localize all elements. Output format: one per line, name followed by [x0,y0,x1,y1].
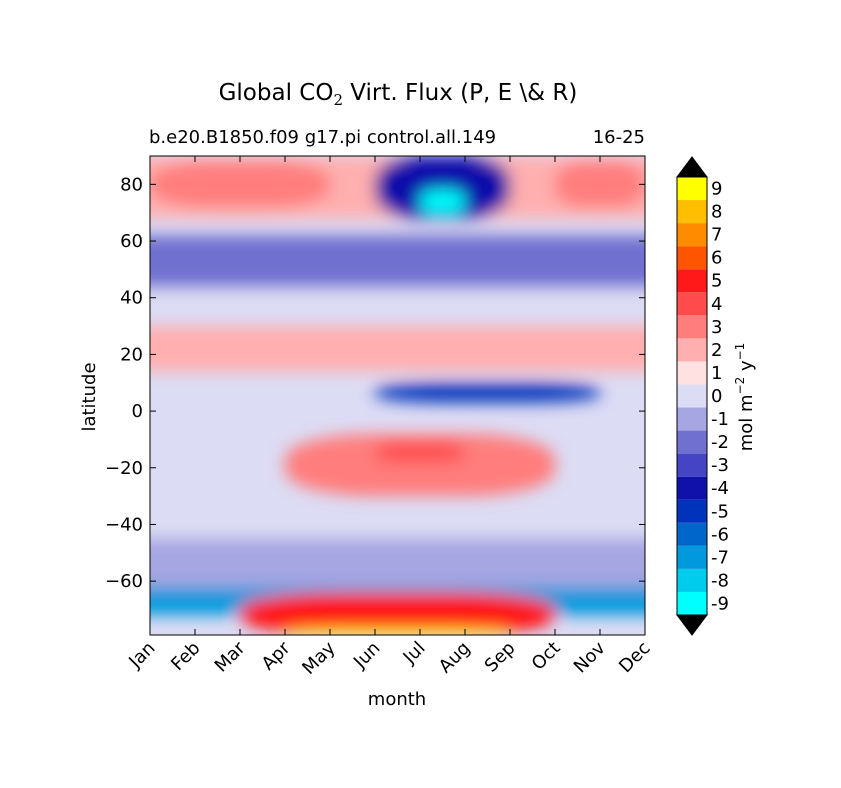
x-tick-label: Apr [258,637,295,674]
contour-region-itcz-negative-band [375,382,600,403]
colorbar-tick-label: -1 [711,409,729,430]
colorbar-tick-label: -5 [711,501,729,522]
colorbar-segment [677,476,707,500]
colorbar-tick-label: -6 [711,524,729,545]
colorbar-segment [677,499,707,523]
colorbar-segment [677,200,707,224]
chart-title-prefix: Global CO [219,80,334,106]
colorbar-label-exp2: −1 [733,343,747,361]
chart-subtitle-left: b.e20.B1850.f09 g17.pi control.all.149 [149,127,496,148]
y-axis-label: latitude [79,362,100,431]
colorbar-segment [677,430,707,454]
contour-region-southern-subtropics [285,433,555,497]
y-tick-label: −40 [105,514,143,535]
x-tick-label: Jan [124,638,159,673]
x-tick-label: Jun [349,638,384,673]
y-tick-label: 40 [120,288,143,309]
x-tick-label: Dec [615,638,654,677]
contour-region-antarctic-interior-max [240,592,555,635]
colorbar-segment [677,315,707,339]
colorbar-label-prefix: mol m [736,394,757,451]
colorbar-segment [677,545,707,569]
colorbar-segment [677,223,707,247]
x-tick-label: Oct [528,638,565,675]
colorbar-tick-label: -8 [711,570,729,591]
colorbar-segment [677,338,707,362]
chart-title-subscript: 2 [333,91,343,109]
colorbar-tick-label: 6 [711,248,722,269]
y-axis: 80 60 40 20 0 −20 −40 −60 [105,174,645,592]
colorbar-tick-label: 5 [711,271,722,292]
x-tick-label: Feb [167,638,204,675]
colorbar-segment [677,361,707,385]
x-tick-label: Nov [570,637,610,677]
colorbar-label: mol m−2 y−1 [733,343,757,452]
contour-region-arctic-summer-core [420,190,465,213]
colorbar-segment [677,568,707,592]
colorbar-tick-label: -2 [711,432,729,453]
colorbar-segment [677,246,707,270]
colorbar-segment [677,453,707,477]
colorbar-label-mid: y [736,360,757,377]
colorbar-tick-label: 8 [711,202,722,223]
colorbar-tick-label: -4 [711,478,729,499]
colorbar-tick-label: -9 [711,593,729,614]
contour-region-arctic-summer-min [375,156,510,219]
colorbar-tick-label: 0 [711,386,722,407]
x-axis-label: month [368,689,426,710]
colorbar-segment [677,177,707,201]
colorbar-segment [677,269,707,293]
colorbar-tick-label: 7 [711,225,722,246]
colorbar-tick-label: 9 [711,179,722,200]
colorbar-tick-label: 4 [711,294,722,315]
colorbar-tick-label: 1 [711,363,722,384]
y-tick-label: 60 [120,231,143,252]
colorbar-segment [677,407,707,431]
contour-region-arctic-winter-max-east [555,161,645,208]
colorbar-segment [677,384,707,408]
contour-region-subpolar-north-band [150,235,645,287]
contour-region-northern-subtropics [150,326,645,372]
colorbar-segment [677,591,707,615]
plot-frame [149,155,646,636]
x-tick-label: Jul [399,638,430,669]
plot-area [150,156,645,635]
contour-region-southern-subtropics-core [375,442,465,463]
chart-title-suffix: Virt. Flux (P, E \& R) [343,80,577,106]
contour-region-antarctic-edge-max [285,629,510,635]
colorbar-extend-over [676,156,708,178]
x-tick-label: Sep [481,638,520,677]
x-tick-label: Aug [435,638,475,678]
y-tick-label: −20 [105,458,143,479]
colorbar-tick-label: -3 [711,455,729,476]
colorbar-tick-label: -7 [711,547,729,568]
contour-region-arctic-winter-max-west [150,161,330,208]
chart-subtitle-right: 16-25 [593,127,645,148]
contour-region-southern-ocean-band [150,538,645,596]
x-tick-label: May [298,637,339,678]
y-tick-label: −60 [105,571,143,592]
colorbar-frame [676,176,708,616]
colorbar-label-exp1: −2 [733,377,747,395]
colorbar-extend-under [676,614,708,636]
colorbar-tick-label: 3 [711,317,722,338]
y-tick-label: 0 [132,401,143,422]
colorbar-segment [677,292,707,316]
x-tick-label: Mar [211,637,250,676]
colorbar-tick-label: 2 [711,340,722,361]
contour-regions [150,156,645,635]
y-tick-label: 80 [120,174,143,195]
y-tick-label: 20 [120,344,143,365]
chart-title: Global CO2 Virt. Flux (P, E \& R) [219,80,578,109]
colorbar-segment [677,522,707,546]
